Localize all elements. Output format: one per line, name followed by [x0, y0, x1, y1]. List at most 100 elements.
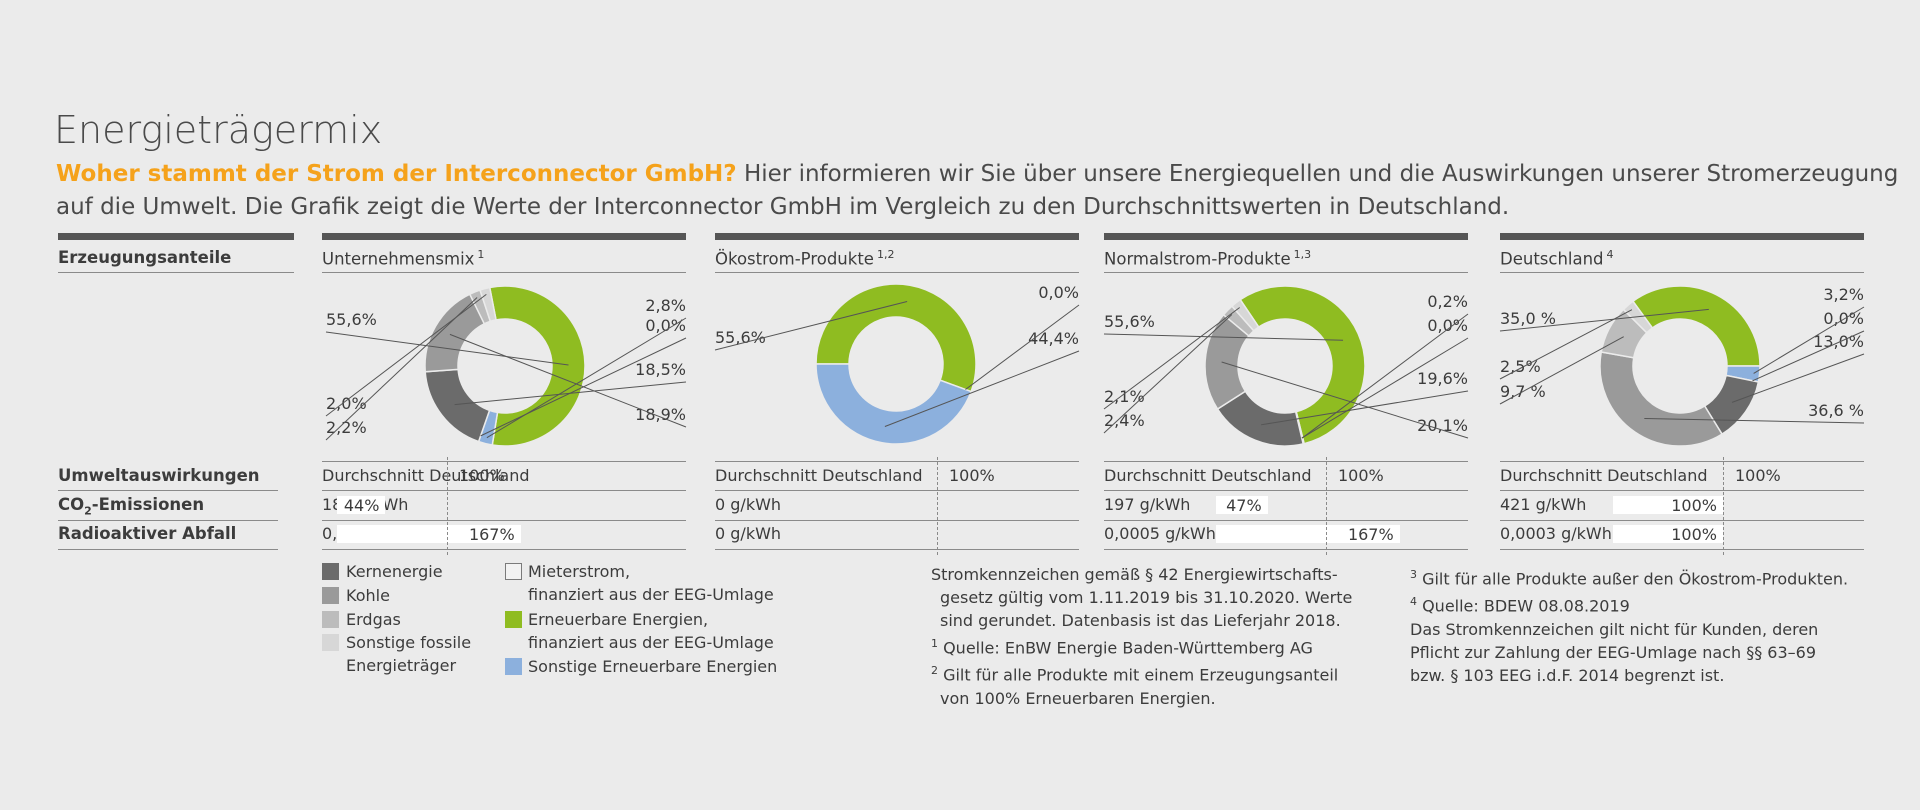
slice-erneuerbare-energien-finanziert-aus-der-eeg-umlage	[488, 285, 586, 447]
slice-erneuerbare-energien-finanziert-aus-der-eeg-umlage	[1631, 285, 1761, 367]
co2-value: 0 g/kWh	[715, 495, 782, 514]
legend-swatch-sonstige-erneuerbare	[505, 658, 522, 675]
value-label-mieterstrom-finanziert-aus-der-eeg-umlage: 0,0%	[1038, 283, 1079, 302]
value-label-kohle: 20,1%	[1417, 416, 1468, 435]
co2-value: 197 g/kWh	[1104, 495, 1191, 514]
legend-label-erneuerbare-line-2: finanziert aus der EEG-Umlage	[528, 633, 774, 652]
waste-value: 0 g/kWh	[715, 524, 782, 543]
divider	[1104, 520, 1468, 521]
divider	[322, 272, 686, 273]
waste-pct-label: 167%	[1347, 525, 1394, 544]
legend-label-kohle: Kohle	[346, 586, 390, 605]
divider	[1104, 272, 1468, 273]
legend-swatch-erdgas	[322, 611, 339, 628]
co2-bar	[1216, 496, 1268, 514]
value-label-erneuerbare-energien-finanziert-aus-der-eeg-umlage: 55,6%	[715, 328, 766, 347]
chart-title-footnote: 1,3	[1293, 248, 1312, 261]
legend-swatch-mieterstrom	[505, 563, 522, 580]
note-eeg-line: bzw. § 103 EEG i.d.F. 2014 begrenzt ist.	[1410, 665, 1725, 685]
footnote-mark: 4	[1410, 595, 1417, 609]
divider	[715, 490, 1079, 491]
value-label-sonstige-fossile-energietraeger: 2,0%	[326, 394, 367, 413]
row-label-erzeugungsanteile: Erzeugungsanteile	[58, 248, 232, 267]
value-label-kohle: 18,9%	[635, 405, 686, 424]
legend-label-kernenergie: Kernenergie	[346, 562, 443, 581]
donut-normalstrom-produkte	[1204, 285, 1366, 447]
divider	[1500, 490, 1864, 491]
chart-title-normalstrom-produkte: Normalstrom-Produkte 1,3	[1104, 248, 1311, 269]
legend-swatch-erneuerbare-eeg	[505, 611, 522, 628]
chart-title-unternehmensmix: Unternehmensmix 1	[322, 248, 484, 269]
value-label-erneuerbare-energien-finanziert-aus-der-eeg-umlage: 55,6%	[1104, 312, 1155, 331]
legend-label-erneuerbare-line-1: Erneuerbare Energien,	[528, 610, 709, 629]
legend-label-mieterstrom-line-2: finanziert aus der EEG-Umlage	[528, 585, 774, 604]
divider	[1500, 461, 1864, 462]
intro-text-line-1: Hier informieren wir Sie über unsere Ene…	[736, 161, 1899, 187]
co2-suffix: -Emissionen	[91, 495, 205, 514]
value-label-erdgas: 9,7 %	[1500, 382, 1546, 401]
footnote-2-line-2: von 100% Erneuerbaren Energien.	[940, 688, 1216, 708]
row-label-umweltauswirkungen: Umweltauswirkungen	[58, 466, 260, 485]
donut-unternehmensmix	[424, 285, 586, 447]
value-label-sonstige-fossile-energietraeger: 2,5%	[1500, 357, 1541, 376]
comparison-header: Durchschnitt Deutschland	[1104, 466, 1312, 485]
co2-subscript: 2	[84, 504, 92, 518]
note-eeg-line: Pflicht zur Zahlung der EEG-Umlage nach …	[1410, 642, 1817, 662]
value-label-sonstige-erneuerbare-energien: 44,4%	[1028, 329, 1079, 348]
divider	[1104, 461, 1468, 462]
footnote-mark: 1	[931, 637, 938, 650]
legend-label-sonstige-fossile-line-2: Energieträger	[346, 656, 457, 675]
intro-text: Woher stammt der Strom der Interconnecto…	[56, 158, 1906, 224]
waste-value: 0,0005 g/kWh	[1104, 524, 1216, 543]
chart-title-footnote: 4	[1606, 248, 1614, 261]
comparison-header: Durchschnitt Deutschland	[1500, 466, 1708, 485]
value-label-kernenergie: 19,6%	[1417, 369, 1468, 388]
legend-label-sonstige-erneuerbare: Sonstige Erneuerbare Energien	[528, 657, 778, 676]
comparison-header: Durchschnitt Deutschland	[715, 466, 923, 485]
footnote-4: Quelle: BDEW 08.08.2019	[1417, 596, 1630, 616]
chart-title-text: Ökostrom-Produkte	[715, 249, 874, 269]
legend-label-sonstige-fossile: Sonstige fossile Energieträger	[346, 631, 471, 677]
note-line: Stromkennzeichen gemäß § 42 Energiewirts…	[931, 565, 1338, 584]
divider	[715, 272, 1079, 273]
slice-kohle	[1599, 351, 1724, 447]
divider	[322, 461, 686, 462]
value-label-sonstige-erneuerbare-energien: 3,2%	[1823, 285, 1864, 304]
divider	[58, 549, 278, 550]
value-label-erneuerbare-energien-finanziert-aus-der-eeg-umlage: 35,0 %	[1500, 309, 1556, 328]
co2-pct-label: 47%	[1226, 496, 1262, 515]
intro-highlight: Woher stammt der Strom der Interconnecto…	[56, 161, 737, 187]
reference-line-100	[1326, 457, 1327, 555]
co2-pct-label: 100%	[1671, 496, 1717, 515]
note-stromkennzeichen: Stromkennzeichen gemäß § 42 Energiewirts…	[931, 563, 1352, 710]
reference-line-100	[1723, 457, 1724, 555]
chart-title-text: Normalstrom-Produkte	[1104, 249, 1291, 269]
legend-label-erdgas: Erdgas	[346, 610, 401, 629]
chart-title-deutschland: Deutschland 4	[1500, 248, 1614, 269]
column-bar-deutschland	[1500, 233, 1864, 240]
divider	[58, 520, 278, 521]
column-bar-oekostrom	[715, 233, 1079, 240]
divider	[715, 549, 1079, 550]
co2-bar	[1613, 496, 1723, 514]
divider	[715, 461, 1079, 462]
value-label-kernenergie: 13,0%	[1813, 332, 1864, 351]
page-title: Energieträgermix	[54, 108, 383, 152]
column-bar-labels	[58, 233, 294, 240]
divider	[322, 490, 686, 491]
legend-label-mieterstrom: Mieterstrom, finanziert aus der EEG-Umlag…	[528, 560, 774, 606]
row-label-co2: CO2-Emissionen	[58, 495, 204, 517]
legend-swatch-kernenergie	[322, 563, 339, 580]
chart-title-text: Unternehmensmix	[322, 249, 475, 269]
value-label-kohle: 36,6 %	[1808, 401, 1864, 420]
divider	[1500, 520, 1864, 521]
divider	[1104, 549, 1468, 550]
chart-title-text: Deutschland	[1500, 249, 1604, 269]
reference-line-100	[937, 457, 938, 555]
row-label-radioaktiv: Radioaktiver Abfall	[58, 524, 237, 543]
value-label-mieterstrom-finanziert-aus-der-eeg-umlage: 0,0%	[645, 316, 686, 335]
waste-pct-label: 100%	[1671, 525, 1717, 544]
value-label-sonstige-fossile-energietraeger: 2,1%	[1104, 387, 1145, 406]
co2-value: 421 g/kWh	[1500, 495, 1587, 514]
